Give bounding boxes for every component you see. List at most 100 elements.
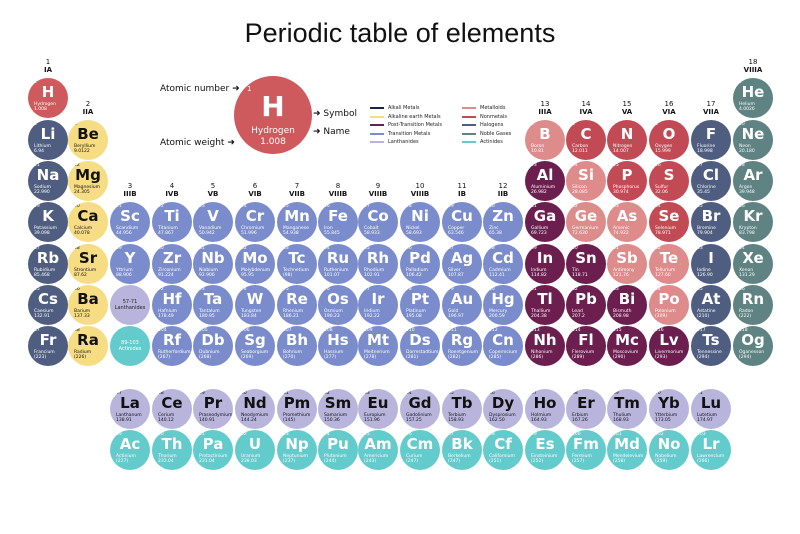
element-mo[interactable]: 42 Mo Molybdenum 95.95 <box>235 244 275 284</box>
element-ag[interactable]: 47 Ag Silver 107.87 <box>442 244 482 284</box>
element-ac[interactable]: 89 Ac Actinium (227) <box>110 430 150 470</box>
element-s[interactable]: 16 S Sulfur 32.06 <box>649 161 689 201</box>
element-b[interactable]: 5 B Boron 10.81 <box>525 120 565 160</box>
element-mn[interactable]: 25 Mn Manganese 54.938 <box>277 202 317 242</box>
element-pr[interactable]: 59 Pr Praseodymium 140.91 <box>193 389 233 429</box>
element-ne[interactable]: 10 Ne Neon 20.180 <box>733 120 773 160</box>
element-po[interactable]: 84 Po Polonium (209) <box>649 285 689 325</box>
element-sb[interactable]: 51 Sb Antimony 121.76 <box>607 244 647 284</box>
element-co[interactable]: 27 Co Cobalt 58.933 <box>358 202 398 242</box>
element-fr[interactable]: 87 Fr Francium (223) <box>28 326 68 366</box>
element-tm[interactable]: 69 Tm Thulium 168.93 <box>607 389 647 429</box>
element-la[interactable]: 57 La Lanthanum 138.91 <box>110 389 150 429</box>
element-pd[interactable]: 46 Pd Palladium 106.42 <box>400 244 440 284</box>
element-ho[interactable]: 67 Ho Holmium 164.93 <box>525 389 565 429</box>
element-hs[interactable]: 108 Hs Hassium (277) <box>318 326 358 366</box>
element-bi[interactable]: 83 Bi Bismuth 208.98 <box>607 285 647 325</box>
element-fm[interactable]: 100 Fm Fermium (257) <box>566 430 606 470</box>
element-dy[interactable]: 66 Dy Dysprosium 162.50 <box>483 389 523 429</box>
element-at[interactable]: 85 At Astatine (210) <box>691 285 731 325</box>
element-sc[interactable]: 21 Sc Scandium 44.956 <box>110 202 150 242</box>
element-cm[interactable]: 96 Cm Curium (247) <box>400 430 440 470</box>
element-es[interactable]: 99 Es Einsteinium (252) <box>525 430 565 470</box>
element-te[interactable]: 52 Te Tellurium 127.60 <box>649 244 689 284</box>
element-ni[interactable]: 28 Ni Nickel 58.693 <box>400 202 440 242</box>
element-o[interactable]: 8 O Oxygen 15.999 <box>649 120 689 160</box>
element-ir[interactable]: 77 Ir Iridium 192.22 <box>358 285 398 325</box>
element-cn[interactable]: 112 Cn Copernicium (285) <box>483 326 523 366</box>
element-cr[interactable]: 24 Cr Chromium 51.996 <box>235 202 275 242</box>
element-xe[interactable]: 54 Xe Xenon 131.29 <box>733 244 773 284</box>
element-he[interactable]: 2 He Helium 4.0026 <box>733 78 773 118</box>
element-mt[interactable]: 109 Mt Meitnerium (278) <box>358 326 398 366</box>
element-hf[interactable]: 72 Hf Hafnium 178.49 <box>152 285 192 325</box>
element-mg[interactable]: 12 Mg Magnesium 24.305 <box>68 161 108 201</box>
element-in[interactable]: 49 In Indium 114.82 <box>525 244 565 284</box>
element-db[interactable]: 105 Db Dubnium (268) <box>193 326 233 366</box>
element-lu[interactable]: 71 Lu Lutetium 174.97 <box>691 389 731 429</box>
element-c[interactable]: 6 C Carbon 12.011 <box>566 120 606 160</box>
element-h[interactable]: 1 H Hydrogen 1.008 <box>28 78 68 118</box>
element-pu[interactable]: 94 Pu Plutonium (244) <box>318 430 358 470</box>
element-rf[interactable]: 104 Rf Rutherfordium (267) <box>152 326 192 366</box>
element-sm[interactable]: 62 Sm Samarium 150.36 <box>318 389 358 429</box>
element-si[interactable]: 14 Si Silicon 28.085 <box>566 161 606 201</box>
element-pt[interactable]: 78 Pt Platinum 195.08 <box>400 285 440 325</box>
element-os[interactable]: 76 Os Osmium 190.23 <box>318 285 358 325</box>
element-ga[interactable]: 31 Ga Gallium 69.723 <box>525 202 565 242</box>
element-al[interactable]: 13 Al Aluminium 26.982 <box>525 161 565 201</box>
element-bk[interactable]: 97 Bk Berkelium (247) <box>442 430 482 470</box>
element-y[interactable]: 39 Y Yttrium 88.906 <box>110 244 150 284</box>
element-ru[interactable]: 44 Ru Ruthenium 101.07 <box>318 244 358 284</box>
element-tb[interactable]: 65 Tb Terbium 158.93 <box>442 389 482 429</box>
element-u[interactable]: 92 U Uranium 238.03 <box>235 430 275 470</box>
element-md[interactable]: 101 Md Mendelevium (258) <box>607 430 647 470</box>
element-as[interactable]: 33 As Arsenic 74.922 <box>607 202 647 242</box>
element-ta[interactable]: 73 Ta Tantalum 180.95 <box>193 285 233 325</box>
element-sn[interactable]: 50 Sn Tin 118.71 <box>566 244 606 284</box>
element-rb[interactable]: 37 Rb Rubidium 85.468 <box>28 244 68 284</box>
element-n[interactable]: 7 N Nitrogen 14.007 <box>607 120 647 160</box>
element-nd[interactable]: 60 Nd Neodymium 144.24 <box>235 389 275 429</box>
element-fl[interactable]: 114 Fl Flerovium (289) <box>566 326 606 366</box>
element-tc[interactable]: 43 Tc Technetium (98) <box>277 244 317 284</box>
element-bh[interactable]: 107 Bh Bohrium (270) <box>277 326 317 366</box>
element-au[interactable]: 79 Au Gold 196.97 <box>442 285 482 325</box>
element-be[interactable]: 4 Be Beryllium 9.0122 <box>68 120 108 160</box>
element-zn[interactable]: 30 Zn Zinc 65.38 <box>483 202 523 242</box>
element-br[interactable]: 35 Br Bromine 79.904 <box>691 202 731 242</box>
element-sr[interactable]: 38 Sr Strontium 87.62 <box>68 244 108 284</box>
element-cd[interactable]: 48 Cd Cadmium 112.41 <box>483 244 523 284</box>
element-pb[interactable]: 82 Pb Lead 207.2 <box>566 285 606 325</box>
element-nh[interactable]: 113 Nh Nihonium (286) <box>525 326 565 366</box>
element-og[interactable]: 118 Og Oganesson (294) <box>733 326 773 366</box>
element-tl[interactable]: 81 Tl Thallium 204.38 <box>525 285 565 325</box>
element-cl[interactable]: 17 Cl Chlorine 35.45 <box>691 161 731 201</box>
element-li[interactable]: 3 Li Lithium 6.94 <box>28 120 68 160</box>
element-v[interactable]: 23 V Vanadium 50.942 <box>193 202 233 242</box>
element-ce[interactable]: 58 Ce Cerium 140.12 <box>152 389 192 429</box>
element-cs[interactable]: 55 Cs Caesium 132.91 <box>28 285 68 325</box>
element-k[interactable]: 19 K Potassium 39.098 <box>28 202 68 242</box>
element-p[interactable]: 15 P Phosphorus 30.974 <box>607 161 647 201</box>
element-cf[interactable]: 98 Cf Californium (251) <box>483 430 523 470</box>
element-gd[interactable]: 64 Gd Gadolinium 157.25 <box>400 389 440 429</box>
element-f[interactable]: 9 F Fluorine 18.998 <box>691 120 731 160</box>
element-np[interactable]: 93 Np Neptunium (237) <box>277 430 317 470</box>
element-zr[interactable]: 40 Zr Zirconium 91.224 <box>152 244 192 284</box>
element-fe[interactable]: 26 Fe Iron 55.845 <box>318 202 358 242</box>
element-w[interactable]: 74 W Tungsten 183.84 <box>235 285 275 325</box>
element-ts[interactable]: 117 Ts Tennessine (294) <box>691 326 731 366</box>
element-ar[interactable]: 18 Ar Argon 39.948 <box>733 161 773 201</box>
element-pm[interactable]: 61 Pm Promethium (145) <box>277 389 317 429</box>
element-mc[interactable]: 115 Mc Moscovium (290) <box>607 326 647 366</box>
element-pa[interactable]: 91 Pa Protactinium 231.04 <box>193 430 233 470</box>
element-ca[interactable]: 20 Ca Calcium 40.078 <box>68 202 108 242</box>
element-lv[interactable]: 116 Lv Livermorium (293) <box>649 326 689 366</box>
element-i[interactable]: 53 I Iodine 126.90 <box>691 244 731 284</box>
element-ti[interactable]: 22 Ti Titanium 47.867 <box>152 202 192 242</box>
element-re[interactable]: 75 Re Rhenium 186.21 <box>277 285 317 325</box>
element-rh[interactable]: 45 Rh Rhodium 102.91 <box>358 244 398 284</box>
element-ba[interactable]: 56 Ba Barium 137.33 <box>68 285 108 325</box>
element-no[interactable]: 102 No Nobelium (259) <box>649 430 689 470</box>
